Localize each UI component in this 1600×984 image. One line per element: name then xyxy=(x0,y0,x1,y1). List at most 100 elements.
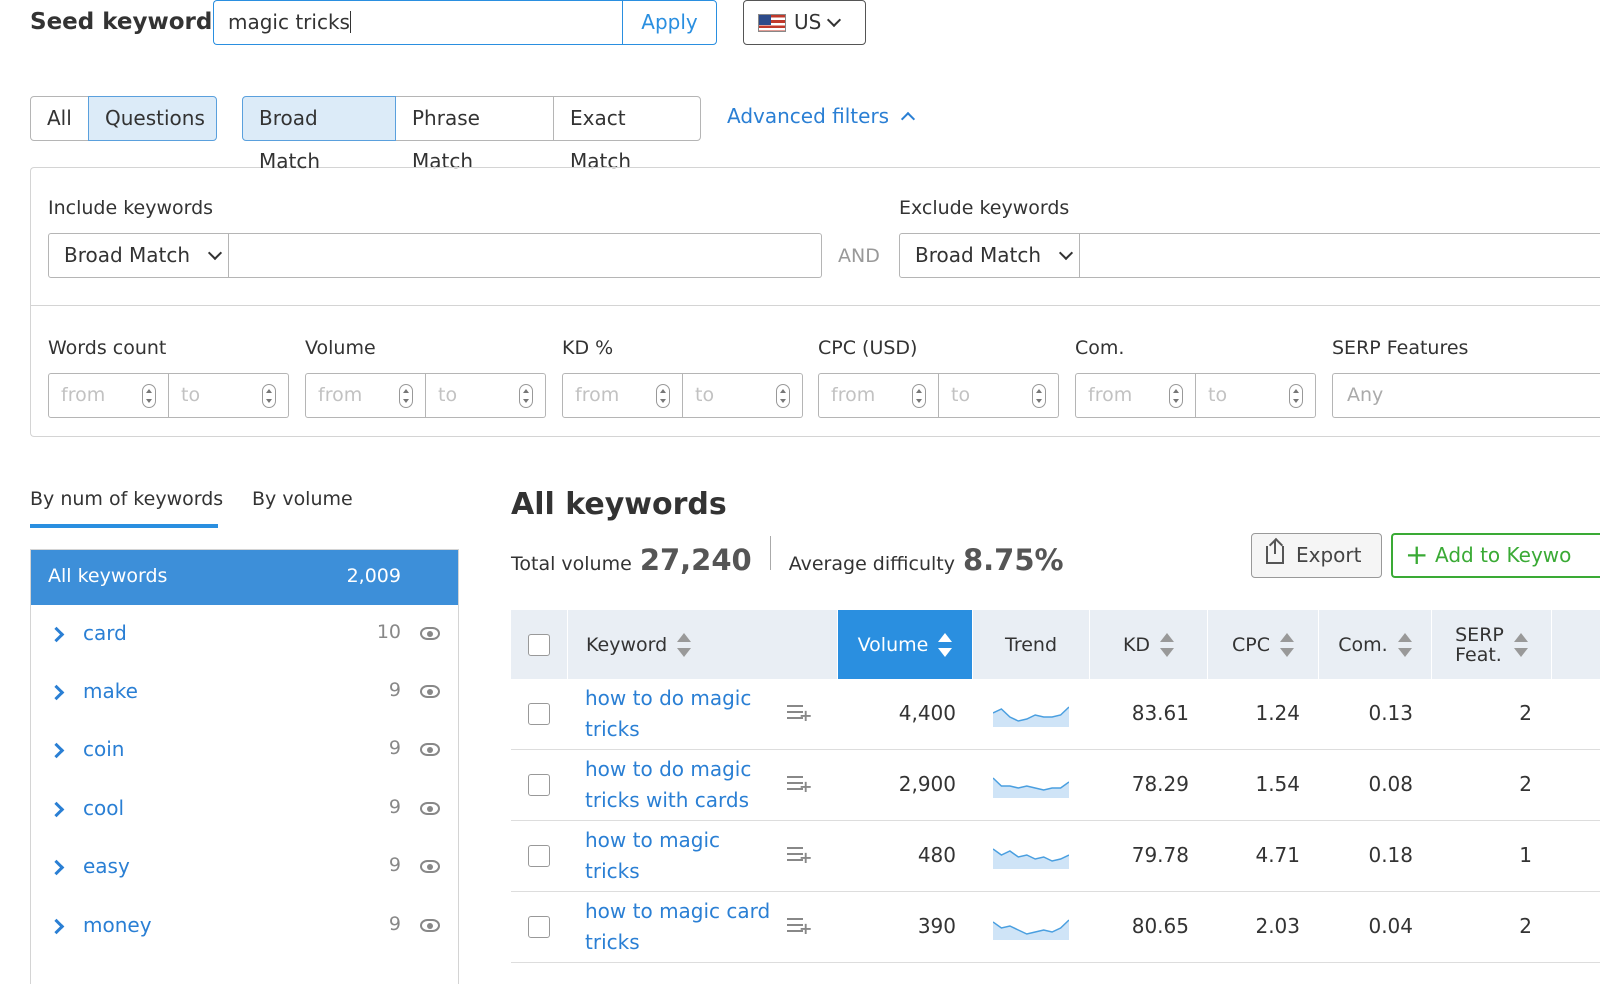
tab-by-num-keywords[interactable]: By num of keywords xyxy=(30,488,224,510)
words-count-to-input[interactable]: to xyxy=(169,373,289,418)
cpc-cell: 1.24 xyxy=(1255,701,1300,725)
select-all-checkbox[interactable] xyxy=(528,633,550,656)
group-all-keywords[interactable]: All keywords 2,009 xyxy=(31,550,458,605)
trend-sparkline xyxy=(993,919,1069,940)
eye-icon[interactable] xyxy=(420,802,440,815)
include-keywords-input[interactable] xyxy=(229,233,822,278)
group-count: 9 xyxy=(388,737,401,759)
chevron-right-icon[interactable] xyxy=(48,859,65,876)
serp-features-label: SERP Features xyxy=(1332,337,1469,359)
question-filter-toggle: All Questions xyxy=(30,96,217,141)
volume-from-input[interactable]: from xyxy=(305,373,426,418)
column-header-kd[interactable]: KD xyxy=(1090,610,1208,679)
keyword-link[interactable]: how to do magic tricks with cards xyxy=(585,757,752,812)
chevron-up-icon xyxy=(901,111,916,126)
active-tab-indicator xyxy=(30,524,218,528)
column-header-serp[interactable]: SERP Feat. xyxy=(1432,610,1552,679)
match-type-toggle: Broad Match Phrase Match Exact Match xyxy=(242,96,701,173)
group-item[interactable]: make 9 xyxy=(31,663,458,721)
group-item[interactable]: money 9 xyxy=(31,897,458,955)
kd-label: KD % xyxy=(562,337,614,359)
stepper-icon[interactable] xyxy=(519,384,533,408)
cpc-range: from to xyxy=(818,373,1059,418)
sort-icon xyxy=(677,632,692,657)
group-item[interactable]: easy 9 xyxy=(31,838,458,896)
tab-all[interactable]: All xyxy=(30,96,89,141)
tab-questions[interactable]: Questions xyxy=(88,96,217,141)
chevron-right-icon[interactable] xyxy=(48,801,65,818)
stepper-icon[interactable] xyxy=(656,384,670,408)
chevron-right-icon[interactable] xyxy=(48,918,65,935)
row-checkbox[interactable] xyxy=(528,916,550,938)
stepper-icon[interactable] xyxy=(912,384,926,408)
seed-keyword-input[interactable]: magic tricks xyxy=(213,0,623,45)
cpc-cell: 4.71 xyxy=(1255,843,1300,867)
kd-to-input[interactable]: to xyxy=(683,373,803,418)
column-header-cpc[interactable]: CPC xyxy=(1208,610,1319,679)
cpc-from-input[interactable]: from xyxy=(818,373,939,418)
country-select[interactable]: US xyxy=(743,0,866,45)
plus-icon: + xyxy=(1405,538,1429,571)
include-match-select[interactable]: Broad Match xyxy=(48,233,229,278)
advanced-filters-panel xyxy=(30,167,1600,437)
chevron-right-icon[interactable] xyxy=(48,626,65,643)
advanced-filters-toggle[interactable]: Advanced filters xyxy=(727,104,916,128)
apply-button[interactable]: Apply xyxy=(622,0,717,45)
eye-icon[interactable] xyxy=(420,743,440,756)
table-row: how to do magic tricks 4,400 83.61 1.24 … xyxy=(511,679,1600,750)
tab-broad-match[interactable]: Broad Match xyxy=(242,96,396,173)
com-from-input[interactable]: from xyxy=(1075,373,1196,418)
chevron-down-icon xyxy=(1059,245,1074,260)
add-to-list-icon[interactable] xyxy=(787,847,812,867)
page-title: All keywords xyxy=(511,487,727,522)
add-to-list-icon[interactable] xyxy=(787,776,812,796)
tab-exact-match[interactable]: Exact Match xyxy=(553,96,701,173)
exclude-keywords-input[interactable] xyxy=(1080,233,1600,278)
column-header-com[interactable]: Com. xyxy=(1319,610,1432,679)
words-count-from-input[interactable]: from xyxy=(48,373,169,418)
export-button[interactable]: Export xyxy=(1251,533,1382,578)
com-to-input[interactable]: to xyxy=(1196,373,1316,418)
exclude-match-select[interactable]: Broad Match xyxy=(899,233,1080,278)
com-range: from to xyxy=(1075,373,1316,418)
stepper-icon[interactable] xyxy=(1169,384,1183,408)
keyword-link[interactable]: how to do magic tricks xyxy=(585,686,752,741)
tab-phrase-match[interactable]: Phrase Match xyxy=(395,96,554,173)
stepper-icon[interactable] xyxy=(142,384,156,408)
column-header-volume[interactable]: Volume xyxy=(838,610,973,679)
chevron-right-icon[interactable] xyxy=(48,684,65,701)
column-header-trend: Trend xyxy=(973,610,1090,679)
column-header-keyword[interactable]: Keyword xyxy=(568,610,838,679)
row-checkbox[interactable] xyxy=(528,703,550,725)
keyword-link[interactable]: how to magic card tricks xyxy=(585,899,771,954)
volume-to-input[interactable]: to xyxy=(426,373,546,418)
serp-features-select[interactable]: Any xyxy=(1332,373,1600,418)
row-checkbox[interactable] xyxy=(528,774,550,796)
kd-from-input[interactable]: from xyxy=(562,373,683,418)
tab-by-volume[interactable]: By volume xyxy=(252,488,353,510)
row-checkbox[interactable] xyxy=(528,845,550,867)
add-to-keyword-list-button[interactable]: + Add to Keywo xyxy=(1391,533,1600,578)
group-item[interactable]: card 10 xyxy=(31,605,458,663)
keyword-link[interactable]: how to magic tricks xyxy=(585,828,721,883)
stepper-icon[interactable] xyxy=(262,384,276,408)
total-volume-value: 27,240 xyxy=(639,543,752,577)
stepper-icon[interactable] xyxy=(1032,384,1046,408)
chevron-right-icon[interactable] xyxy=(48,742,65,759)
and-label: AND xyxy=(838,245,880,267)
sparkline-line xyxy=(993,706,1069,722)
stepper-icon[interactable] xyxy=(1289,384,1303,408)
eye-icon[interactable] xyxy=(420,919,440,932)
group-item[interactable]: cool 9 xyxy=(31,780,458,838)
stepper-icon[interactable] xyxy=(399,384,413,408)
group-item[interactable]: coin 9 xyxy=(31,721,458,779)
sparkline-line xyxy=(993,919,1069,935)
add-to-list-icon[interactable] xyxy=(787,705,812,725)
cpc-to-input[interactable]: to xyxy=(939,373,1059,418)
serp-cell: 1 xyxy=(1519,843,1532,867)
eye-icon[interactable] xyxy=(420,627,440,640)
stepper-icon[interactable] xyxy=(776,384,790,408)
add-to-list-icon[interactable] xyxy=(787,918,812,938)
eye-icon[interactable] xyxy=(420,685,440,698)
eye-icon[interactable] xyxy=(420,860,440,873)
